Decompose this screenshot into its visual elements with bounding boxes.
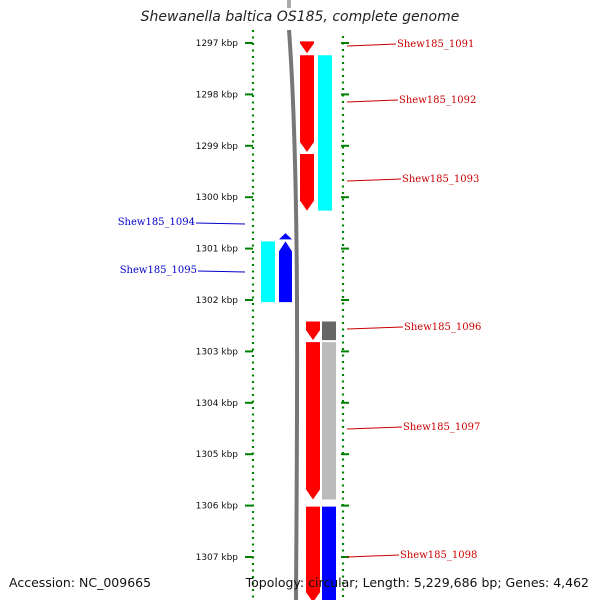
gene-arrow (300, 153, 314, 211)
cds-block (318, 55, 332, 211)
accession-label: Accession: NC_009665 (9, 575, 152, 590)
genome-title: Shewanella baltica OS185, complete genom… (140, 9, 460, 25)
gene-label: Shew185_1095 (120, 265, 197, 276)
label-leader (197, 270, 246, 273)
kbp-tick-label: 1306 kbp (196, 502, 239, 512)
label-leader (346, 326, 404, 330)
cds-tracks (261, 55, 336, 600)
scale-ticks: 1297 kbp 1298 kbp 1299 kbp 1300 kbp 1301 kbp… (196, 39, 349, 563)
kbp-tick-label: 1303 kbp (196, 347, 239, 357)
kbp-tick-label: 1298 kbp (196, 90, 239, 100)
genome-backbone (287, 0, 300, 600)
genome-summary: Topology: circular; Length: 5,229,686 bp… (245, 575, 589, 590)
cds-block (322, 506, 336, 600)
kbp-tick-label: 1304 kbp (196, 399, 239, 409)
kbp-tick-label: 1297 kbp (196, 39, 239, 49)
kbp-tick-label: 1300 kbp (196, 193, 239, 203)
kbp-tick-label: 1299 kbp (196, 142, 239, 152)
kbp-tick-label: 1301 kbp (196, 245, 239, 255)
gene-labels: Shew185_1091 Shew185_1092 Shew185_1093 Shew… (118, 39, 482, 561)
gene-arrow (300, 41, 314, 54)
gene-label: Shew185_1093 (402, 174, 479, 185)
cds-block (261, 241, 275, 303)
gene-label: Shew185_1096 (404, 322, 481, 333)
gene-label: Shew185_1094 (118, 217, 195, 228)
gene-label: Shew185_1097 (403, 422, 480, 433)
kbp-tick-label: 1305 kbp (196, 450, 239, 460)
label-leader (195, 222, 246, 225)
cds-block (322, 321, 336, 341)
gene-arrow (306, 342, 320, 500)
gene-arrow (279, 233, 292, 240)
gene-label: Shew185_1092 (399, 95, 476, 106)
gene-arrow (306, 321, 320, 341)
gene-arrow (306, 506, 320, 600)
backbone-line (287, 29, 300, 600)
kbp-tick-label: 1302 kbp (196, 296, 239, 306)
gene-arrow (279, 241, 292, 303)
label-leader (346, 426, 403, 430)
gene-track (279, 41, 320, 600)
gene-label: Shew185_1091 (397, 39, 474, 50)
label-leader (346, 99, 399, 103)
kbp-tick-label: 1307 kbp (196, 553, 239, 563)
label-leader (346, 43, 397, 47)
cds-block (322, 342, 336, 500)
gene-label: Shew185_1098 (400, 550, 477, 561)
label-leader (346, 178, 402, 182)
label-leader (346, 554, 400, 558)
gene-arrow (300, 55, 314, 152)
